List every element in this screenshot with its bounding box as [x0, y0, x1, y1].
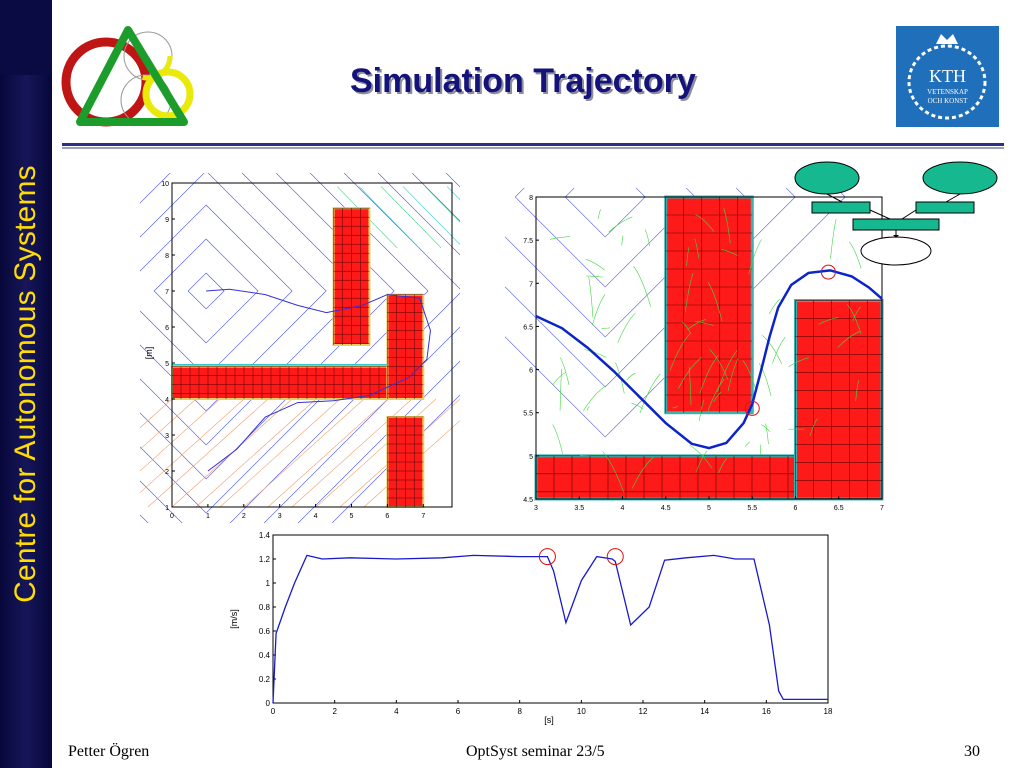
y-tick-label: 4.5: [523, 497, 533, 504]
y-tick-label: 6.5: [523, 324, 533, 331]
x-tick-label: 18: [824, 707, 833, 716]
x-tick-label: 5: [350, 513, 354, 520]
y-tick-label: 1.2: [259, 555, 271, 564]
right-map-plot: 3 3.5 4 4.5 5 5.5 6 6.5 7 4.5 5 5.5 6 6.5 7 7.5 8: [505, 188, 884, 512]
x-tick-label: 0: [271, 707, 276, 716]
diagram-block: [811, 201, 871, 214]
obstacle-regions: [534, 195, 884, 501]
y-axis-label: [m/s]: [229, 609, 239, 629]
footer-author: Petter Ögren: [68, 743, 150, 760]
x-tick-label: 3: [278, 513, 282, 520]
x-tick-label: 16: [762, 707, 771, 716]
x-tick-label: 6.5: [834, 505, 844, 512]
plot-frame: [171, 182, 453, 508]
laurel-icon: [907, 34, 987, 120]
event-marker: [744, 400, 760, 416]
plot-frame: [272, 534, 829, 704]
x-tick-label: 14: [700, 707, 709, 716]
y-tick-label: 7: [529, 281, 533, 288]
crown-icon: [936, 34, 958, 44]
sidebar-band: [0, 0, 52, 75]
y-tick-label: 9: [165, 217, 169, 224]
event-marker: [820, 264, 836, 280]
x-tick-label: 2: [242, 513, 246, 520]
x-tick-label: 7: [421, 513, 425, 520]
x-tick-label: 5: [707, 505, 711, 512]
y-tick-label: 5.5: [523, 411, 533, 418]
obstacle-regions: [171, 207, 425, 508]
y-tick-label: 5: [529, 454, 533, 461]
x-tick-label: 6: [385, 513, 389, 520]
diagram-arrow: [901, 209, 917, 220]
y-tick-label: 3: [165, 433, 169, 440]
x-tick-label: 10: [577, 707, 586, 716]
random-trajectories: [549, 208, 862, 493]
y-tick-label: 8: [529, 195, 533, 202]
diagram-node: [794, 161, 860, 195]
diagram-node: [860, 236, 932, 266]
y-tick-label: 0.8: [259, 603, 271, 612]
cas-logo: [61, 26, 194, 127]
speed-line: [272, 554, 828, 704]
potential-contours: [505, 188, 846, 438]
diagram-node: [922, 161, 998, 195]
kth-title: KTH: [929, 66, 966, 86]
y-tick-label: 0.6: [259, 627, 271, 636]
x-tick-label: 0: [170, 513, 174, 520]
y-tick-label: 6: [529, 368, 533, 375]
sidebar-title: Centre for Autonomous Systems: [9, 165, 42, 603]
x-tick-label: 4.5: [661, 505, 671, 512]
diagram-block: [852, 218, 940, 231]
y-axis-label: [m]: [144, 347, 154, 360]
y-tick-label: 4: [165, 397, 169, 404]
title-rule: [62, 143, 1004, 146]
x-axis-label: [s]: [544, 715, 554, 725]
diagram-arrow: [945, 193, 961, 203]
x-tick-label: 8: [517, 707, 522, 716]
x-tick-label: 4: [621, 505, 625, 512]
y-tick-label: 0.4: [259, 651, 271, 660]
architecture-diagram: [794, 161, 998, 266]
x-tick-label: 1: [206, 513, 210, 520]
y-tick-label: 7: [165, 289, 169, 296]
trajectory-line: [206, 288, 431, 472]
x-tick-label: 3.5: [574, 505, 584, 512]
x-tick-label: 6: [456, 707, 461, 716]
y-tick-label: 2: [165, 469, 169, 476]
page-title: Simulation Trajectory: [350, 62, 696, 100]
kth-line2: VETENSKAP: [927, 88, 968, 96]
y-tick-label: 6: [165, 325, 169, 332]
x-tick-label: 5.5: [747, 505, 757, 512]
x-tick-label: 4: [314, 513, 318, 520]
event-marker: [538, 548, 556, 566]
x-tick-label: 7: [880, 505, 884, 512]
y-tick-label: 0.2: [259, 675, 271, 684]
diagram-arrow: [826, 193, 843, 203]
y-tick-label: 7.5: [523, 238, 533, 245]
y-tick-label: 1.4: [259, 531, 271, 540]
y-tick-label: 8: [165, 253, 169, 260]
y-tick-label: 10: [161, 181, 169, 188]
x-tick-label: 4: [394, 707, 399, 716]
title-rule-shadow: [62, 147, 1004, 149]
x-tick-label: 6: [794, 505, 798, 512]
diagram-arrow: [869, 209, 891, 220]
kth-line3: OCH KONST: [927, 97, 968, 105]
x-tick-label: 3: [534, 505, 538, 512]
x-tick-label: 12: [639, 707, 648, 716]
y-tick-label: 1: [266, 579, 271, 588]
y-tick-label: 0: [266, 699, 271, 708]
arrowhead-icon: [893, 235, 899, 238]
sidebar: Centre for Autonomous Systems: [0, 0, 52, 768]
y-tick-label: 5: [165, 361, 169, 368]
diagram-block: [915, 201, 975, 214]
footer-center: OptSyst seminar 23/5: [466, 743, 605, 760]
kth-logo: KTH VETENSKAP OCH KONST: [896, 26, 999, 127]
x-tick-label: 2: [332, 707, 337, 716]
y-tick-label: 1: [165, 505, 169, 512]
page-number: 30: [964, 743, 980, 760]
event-marker: [606, 548, 624, 566]
